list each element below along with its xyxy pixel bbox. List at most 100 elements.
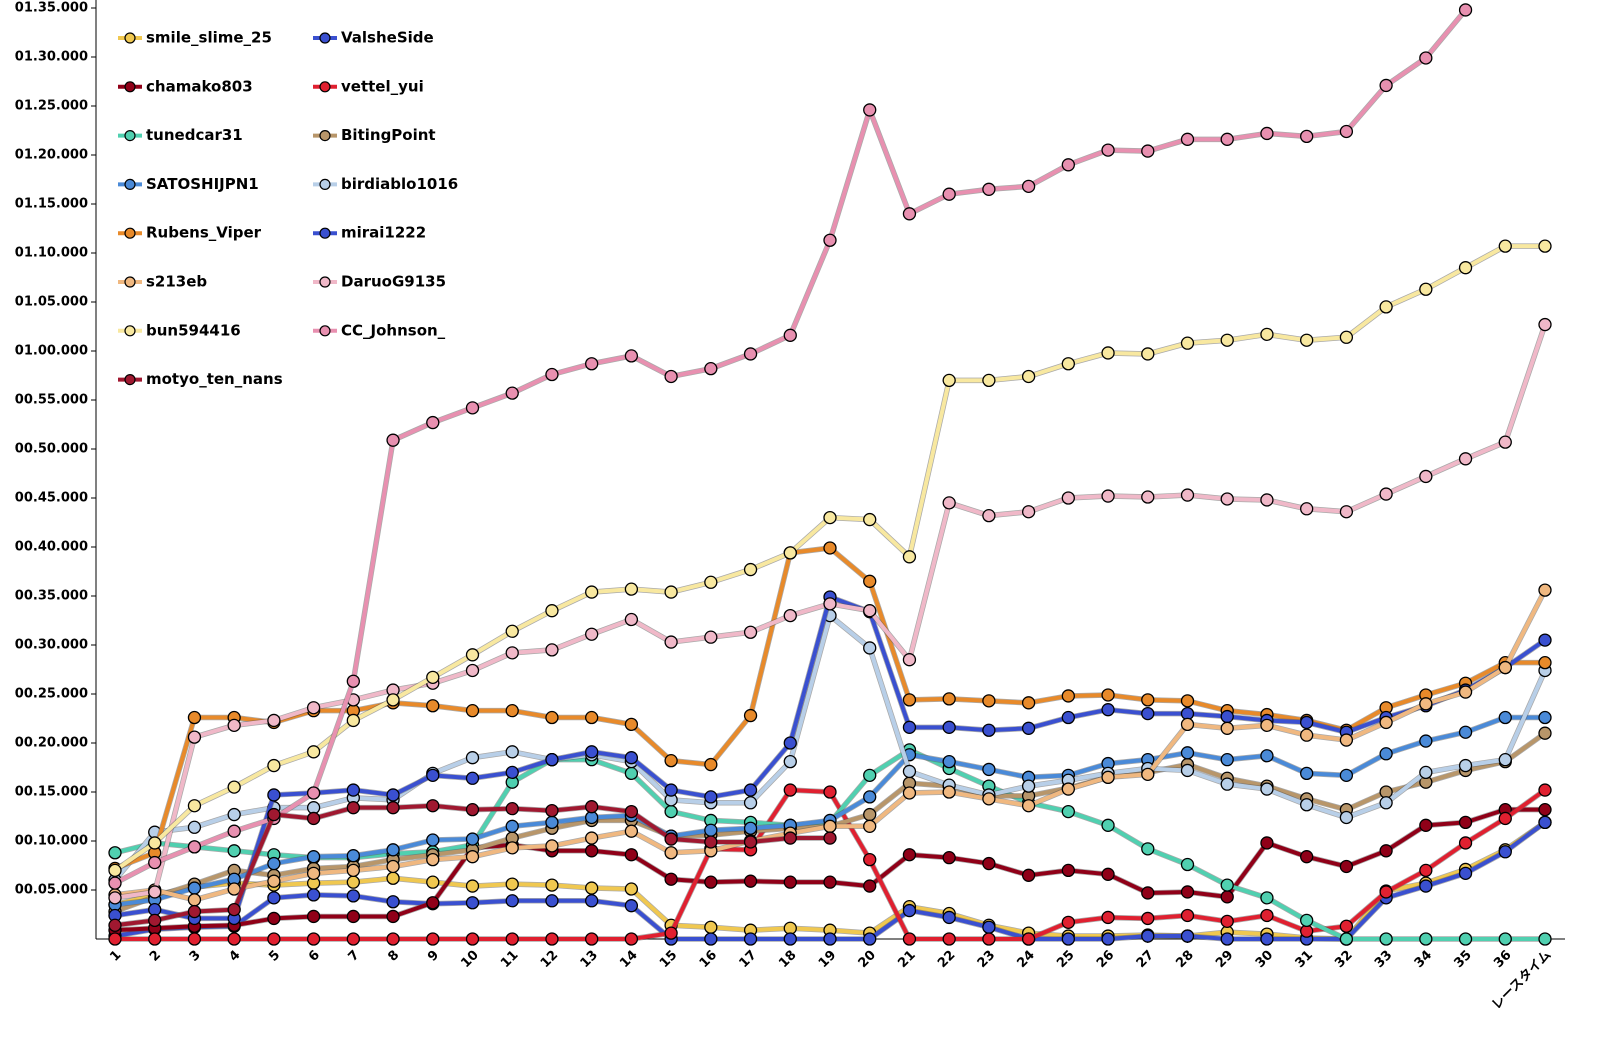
- point: [1458, 866, 1473, 880]
- point: [386, 932, 400, 946]
- point: [1498, 239, 1512, 253]
- legend-label: CC_Johnson_: [341, 321, 446, 339]
- point: [585, 932, 599, 946]
- point: [1260, 782, 1274, 796]
- x-tick-label: 22: [935, 948, 958, 971]
- point: [664, 872, 678, 886]
- x-tick-label: 20: [856, 948, 879, 971]
- point: [227, 718, 241, 733]
- point: [704, 875, 718, 889]
- point: [148, 932, 162, 946]
- x-tick-label: 1: [107, 948, 124, 965]
- point: [1141, 693, 1155, 707]
- point: [505, 386, 519, 400]
- x-tick-label: 5: [266, 948, 283, 965]
- x-tick-label: 2: [147, 948, 164, 965]
- x-tick-label: 28: [1173, 948, 1196, 971]
- legend-label: birdiablo1016: [341, 175, 458, 193]
- point: [1458, 452, 1473, 466]
- point: [227, 780, 241, 794]
- legend-marker: [319, 227, 331, 239]
- point: [624, 751, 639, 765]
- point: [624, 932, 639, 946]
- point: [823, 541, 837, 555]
- point: [545, 894, 559, 908]
- legend-marker: [124, 325, 136, 337]
- point: [704, 361, 718, 376]
- legend-label: bun594416: [146, 321, 241, 339]
- point: [386, 843, 400, 857]
- y-tick-label: 00.30.000: [15, 638, 88, 653]
- point: [1141, 144, 1155, 158]
- point: [783, 546, 797, 560]
- point: [1220, 777, 1234, 791]
- y-tick-label: 01.35.000: [15, 1, 88, 16]
- point: [108, 918, 122, 932]
- point: [1101, 932, 1115, 946]
- point: [505, 819, 519, 833]
- point: [743, 932, 758, 946]
- point: [982, 723, 996, 737]
- point: [148, 913, 162, 928]
- series: [108, 317, 1552, 905]
- point: [267, 911, 281, 926]
- point: [1419, 697, 1433, 711]
- point: [1419, 469, 1433, 484]
- legend-label: mirai1222: [341, 224, 426, 242]
- point: [664, 804, 678, 819]
- point: [1419, 734, 1433, 748]
- x-tick-label: 30: [1253, 948, 1276, 971]
- point: [1141, 490, 1155, 504]
- point: [386, 801, 400, 815]
- point: [465, 401, 480, 415]
- point: [1538, 932, 1552, 946]
- point: [386, 859, 400, 874]
- legend-marker: [319, 81, 331, 93]
- point: [863, 819, 877, 833]
- point: [664, 926, 678, 940]
- point: [1300, 850, 1314, 864]
- point: [664, 846, 678, 860]
- y-tick-label: 01.10.000: [15, 246, 88, 261]
- point: [465, 802, 480, 817]
- point: [227, 824, 241, 838]
- point: [1458, 758, 1473, 773]
- point: [942, 720, 956, 734]
- point: [465, 896, 480, 910]
- point: [982, 762, 996, 777]
- point: [267, 713, 281, 728]
- point: [1061, 357, 1075, 371]
- point: [306, 850, 321, 864]
- point: [426, 415, 440, 430]
- point: [1498, 435, 1512, 449]
- point: [1458, 815, 1473, 830]
- point: [942, 692, 956, 706]
- point: [505, 841, 519, 855]
- point: [624, 899, 639, 913]
- point: [1021, 779, 1036, 793]
- legend-marker: [319, 32, 331, 44]
- point: [863, 879, 877, 893]
- point: [386, 433, 400, 447]
- point: [465, 832, 480, 846]
- y-tick-label: 00.35.000: [15, 589, 88, 604]
- point: [267, 807, 281, 822]
- point: [386, 909, 400, 924]
- point: [267, 788, 281, 802]
- y-tick-label: 00.10.000: [15, 834, 88, 849]
- point: [902, 903, 917, 918]
- point: [982, 920, 996, 934]
- point: [1339, 810, 1354, 825]
- point: [704, 932, 718, 946]
- point: [1141, 347, 1155, 361]
- point: [902, 848, 917, 862]
- point: [1180, 694, 1195, 708]
- legend: smile_slime_25 ValsheSide chamako803 vettel…: [118, 29, 458, 388]
- point: [108, 846, 122, 860]
- point: [1538, 802, 1552, 817]
- point: [148, 885, 162, 899]
- point: [1379, 885, 1393, 899]
- point: [1220, 333, 1234, 347]
- x-tick-label: 34: [1412, 948, 1435, 971]
- point: [187, 893, 202, 907]
